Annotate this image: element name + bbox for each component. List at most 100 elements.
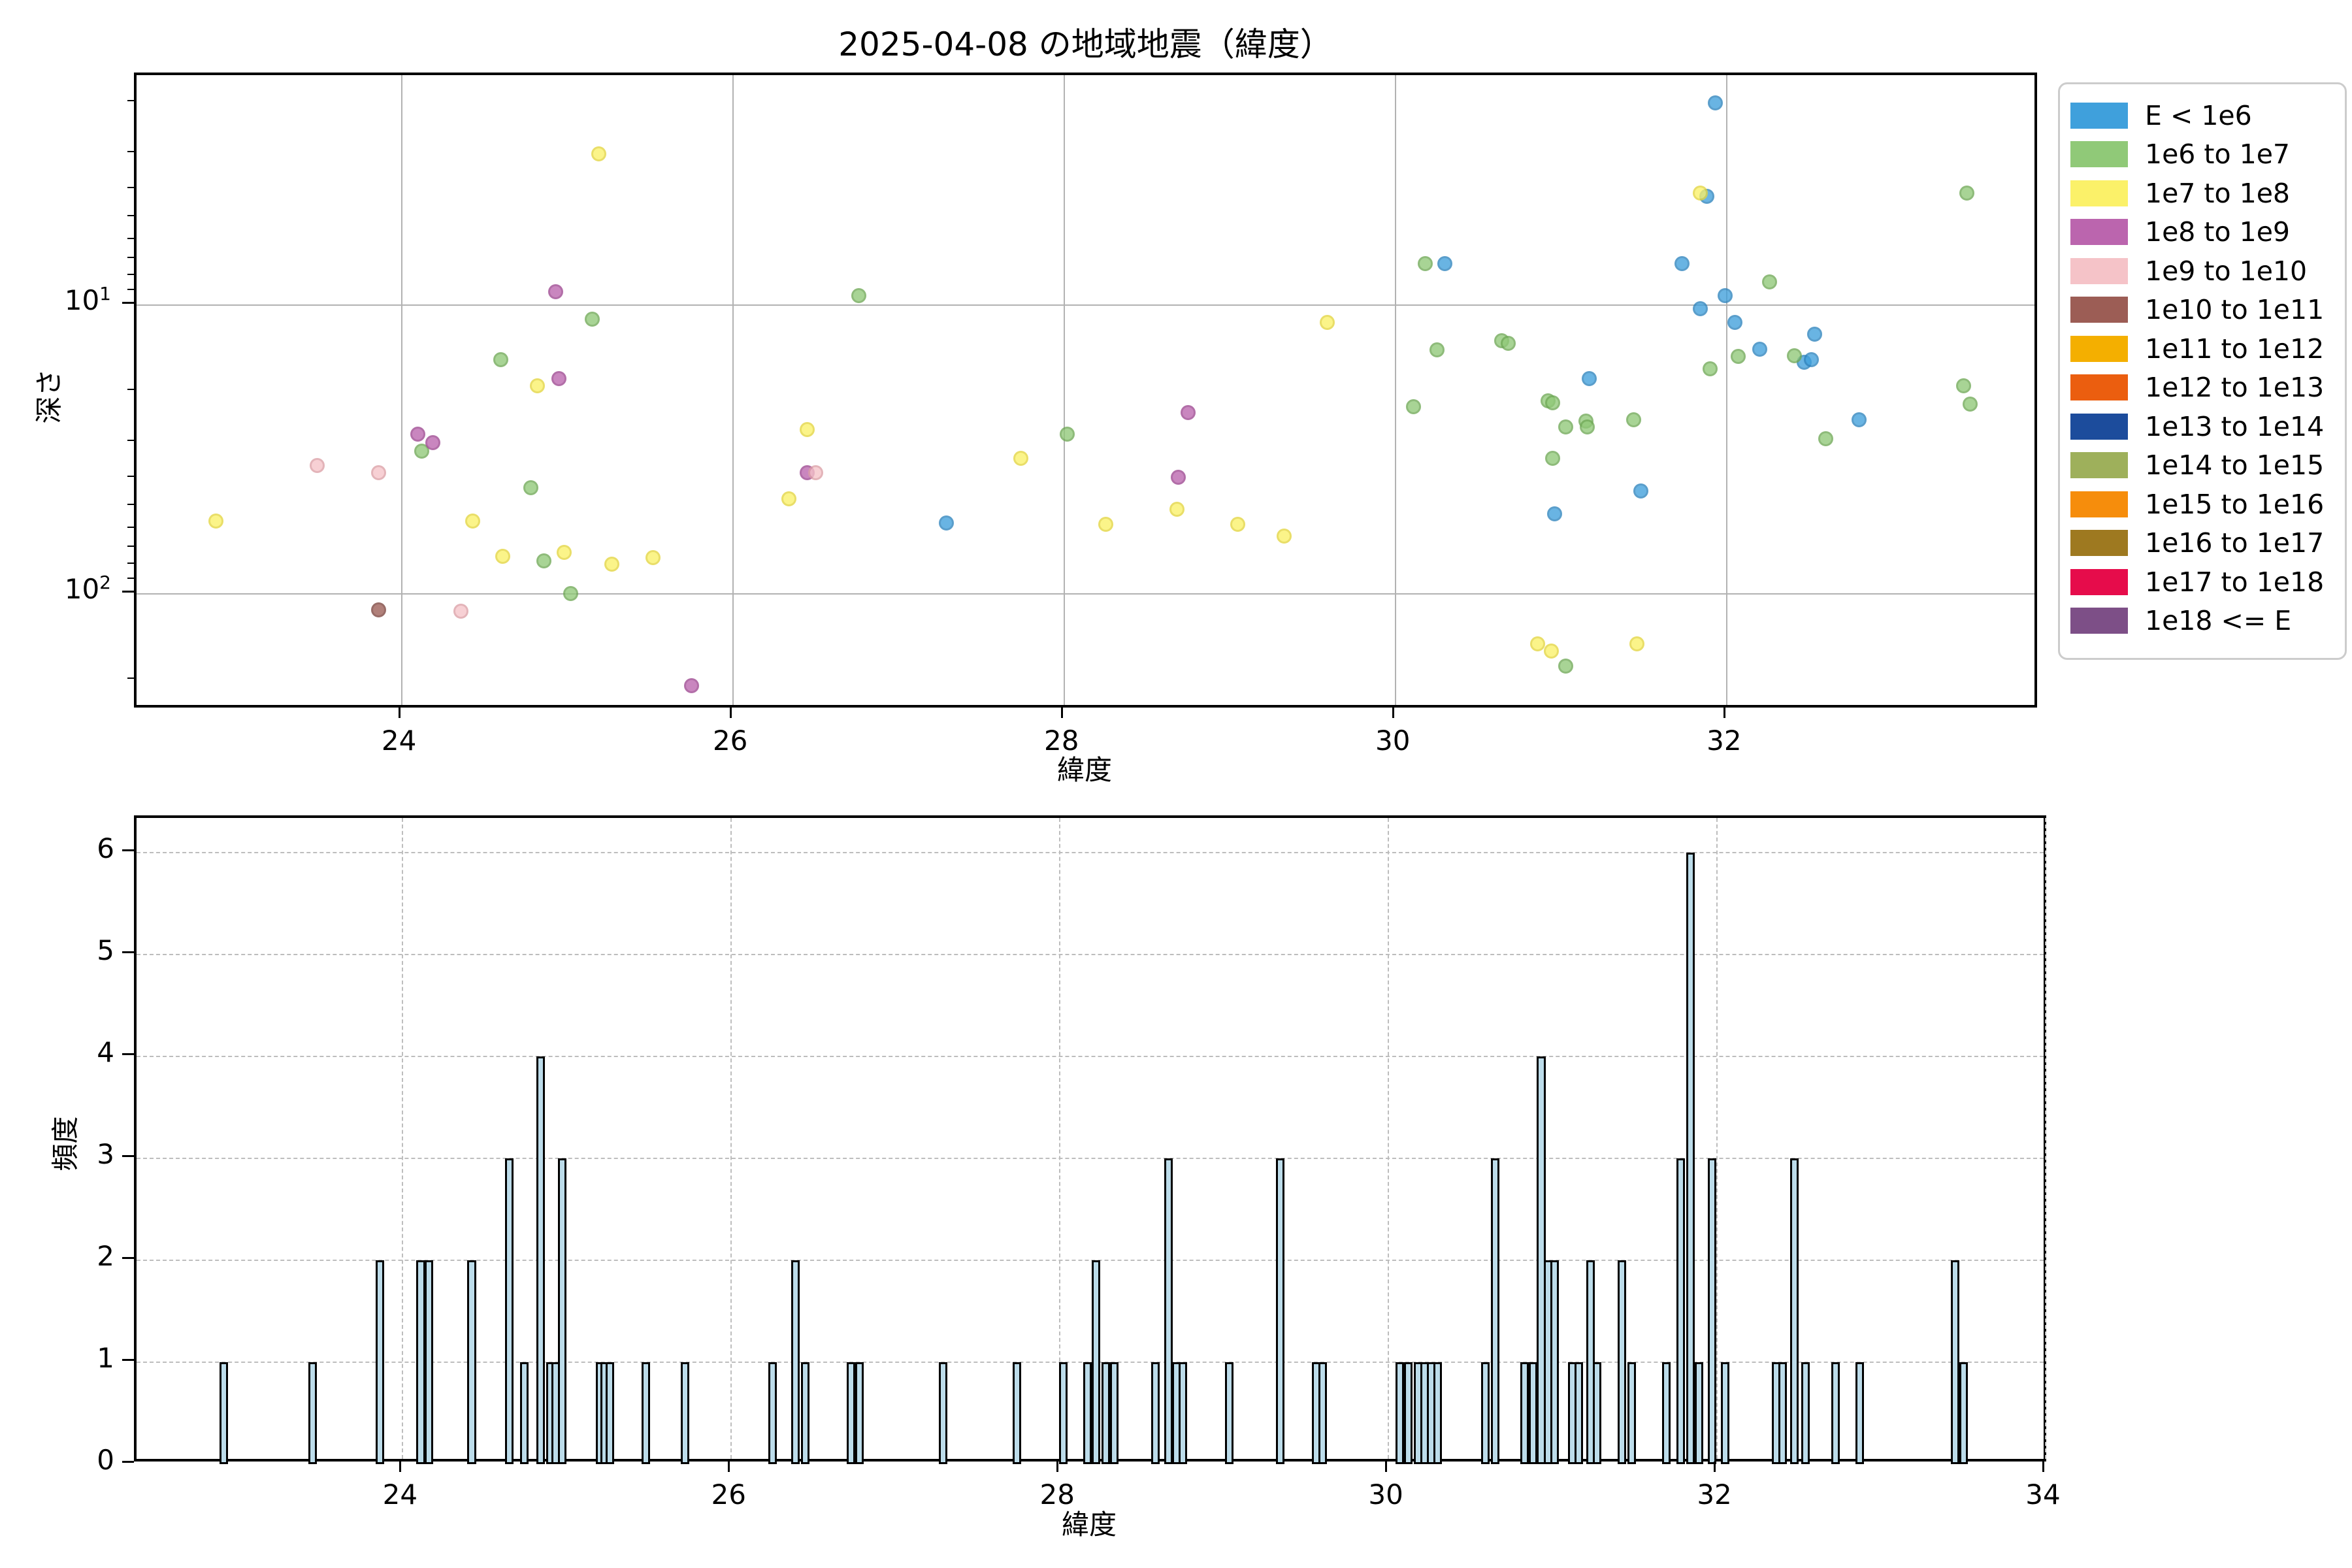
legend-entry-label: 1e12 to 1e13	[2145, 372, 2325, 404]
histogram-y-tick-label: 0	[97, 1444, 114, 1476]
histogram-y-tick-label: 2	[97, 1240, 114, 1272]
scatter-point	[1731, 349, 1746, 365]
scatter-gridline-x	[1063, 75, 1065, 705]
histogram-bar	[1686, 853, 1695, 1464]
scatter-point	[1543, 644, 1559, 659]
scatter-gridline-x	[400, 75, 402, 705]
scatter-point	[547, 284, 563, 300]
histogram-gridline-x	[1716, 818, 1718, 1459]
histogram-y-tick-label: 6	[97, 832, 114, 865]
legend-entry-label: 1e13 to 1e14	[2145, 410, 2325, 442]
legend-color-patch	[2070, 374, 2128, 401]
histogram-x-tick-mark	[399, 1462, 402, 1472]
histogram-bar	[791, 1260, 800, 1464]
scatter-point	[1277, 528, 1292, 544]
legend-color-patch	[2070, 568, 2128, 595]
scatter-gridline-x	[1725, 75, 1727, 705]
scatter-y-minor-tick-mark	[127, 257, 134, 259]
histogram-x-tick-label: 24	[382, 1478, 418, 1511]
legend-entry: 1e13 to 1e14	[2070, 407, 2345, 446]
histogram-bar	[1091, 1260, 1101, 1464]
histogram-y-tick-mark	[122, 951, 134, 954]
scatter-point	[1546, 506, 1562, 522]
histogram-x-tick-mark	[1714, 1462, 1716, 1472]
scatter-point	[563, 586, 578, 602]
scatter-point	[556, 545, 572, 561]
scatter-point	[208, 514, 224, 529]
histogram-bar	[1676, 1158, 1686, 1464]
legend-entry: 1e17 to 1e18	[2070, 563, 2345, 602]
scatter-x-tick-mark	[1060, 708, 1063, 718]
scatter-point	[1717, 288, 1733, 304]
scatter-point	[1098, 517, 1113, 532]
scatter-point	[1762, 274, 1778, 289]
histogram-x-tick-label: 28	[1039, 1478, 1075, 1511]
scatter-point	[1545, 395, 1561, 410]
scatter-point	[410, 426, 426, 442]
histogram-bar	[1778, 1362, 1788, 1464]
scatter-point	[465, 514, 481, 529]
scatter-point	[1818, 431, 1834, 446]
histogram-bar	[1275, 1158, 1284, 1464]
histogram-bar	[1586, 1260, 1595, 1464]
scatter-point	[1707, 95, 1723, 111]
histogram-bar	[1661, 1362, 1671, 1464]
scatter-plot-area	[134, 73, 2037, 708]
legend-color-patch	[2070, 141, 2128, 168]
scatter-point	[493, 352, 509, 368]
histogram-gridline-y	[137, 852, 2044, 854]
histogram-bar	[1480, 1362, 1490, 1464]
scatter-y-minor-tick-mark	[127, 439, 134, 441]
scatter-point	[1674, 256, 1690, 272]
scatter-point	[1963, 396, 1978, 412]
histogram-bar	[1520, 1362, 1529, 1464]
legend-entry-label: 1e7 to 1e8	[2145, 177, 2291, 209]
scatter-point	[781, 491, 797, 507]
histogram-x-tick-mark	[1056, 1462, 1059, 1472]
scatter-y-minor-tick-mark	[127, 214, 134, 216]
histogram-x-tick-label: 34	[2025, 1478, 2061, 1511]
legend-entry: 1e16 to 1e17	[2070, 524, 2345, 563]
legend-entry-label: 1e9 to 1e10	[2145, 255, 2308, 287]
histogram-y-tick-mark	[122, 1461, 134, 1463]
scatter-x-tick-mark	[398, 708, 400, 718]
scatter-point	[1558, 419, 1574, 434]
legend-entry: 1e14 to 1e15	[2070, 446, 2345, 485]
scatter-point	[1752, 341, 1768, 357]
histogram-bar	[1951, 1260, 1960, 1464]
scatter-point	[1230, 517, 1246, 532]
scatter-point	[1633, 483, 1648, 498]
scatter-point	[851, 288, 866, 304]
scatter-gridline-x	[732, 75, 734, 705]
scatter-x-tick-label: 28	[1044, 725, 1079, 757]
scatter-point	[1530, 636, 1546, 651]
histogram-gridline-y	[137, 1056, 2044, 1058]
histogram-bar	[1550, 1260, 1559, 1464]
legend-entry: 1e10 to 1e11	[2070, 291, 2345, 330]
scatter-point	[1806, 326, 1822, 342]
scatter-point	[495, 548, 510, 564]
legend-entry-label: 1e11 to 1e12	[2145, 333, 2325, 365]
scatter-point	[1803, 352, 1819, 368]
scatter-y-axis-label: 深さ	[33, 368, 65, 424]
legend-color-patch	[2070, 452, 2128, 479]
histogram-gridline-x	[2044, 818, 2046, 1459]
scatter-y-minor-tick-mark	[127, 186, 134, 188]
scatter-point	[1320, 315, 1335, 331]
legend-color-patch	[2070, 335, 2128, 362]
histogram-x-tick-mark	[2042, 1462, 2044, 1472]
histogram-bar	[1179, 1362, 1188, 1464]
legend-entry-label: 1e14 to 1e15	[2145, 449, 2325, 482]
scatter-y-minor-tick-mark	[127, 388, 134, 390]
scatter-point	[683, 678, 699, 693]
legend-color-patch	[2070, 102, 2128, 129]
histogram-bar	[1592, 1362, 1601, 1464]
scatter-y-minor-tick-mark	[127, 288, 134, 290]
scatter-y-tick-mark	[122, 301, 134, 304]
histogram-bar	[1083, 1362, 1092, 1464]
histogram-gridline-x	[1059, 818, 1061, 1459]
histogram-bar	[219, 1362, 228, 1464]
histogram-bar	[800, 1362, 809, 1464]
legend-entry-label: 1e18 <= E	[2145, 605, 2292, 637]
legend-entry: E < 1e6	[2070, 96, 2345, 135]
